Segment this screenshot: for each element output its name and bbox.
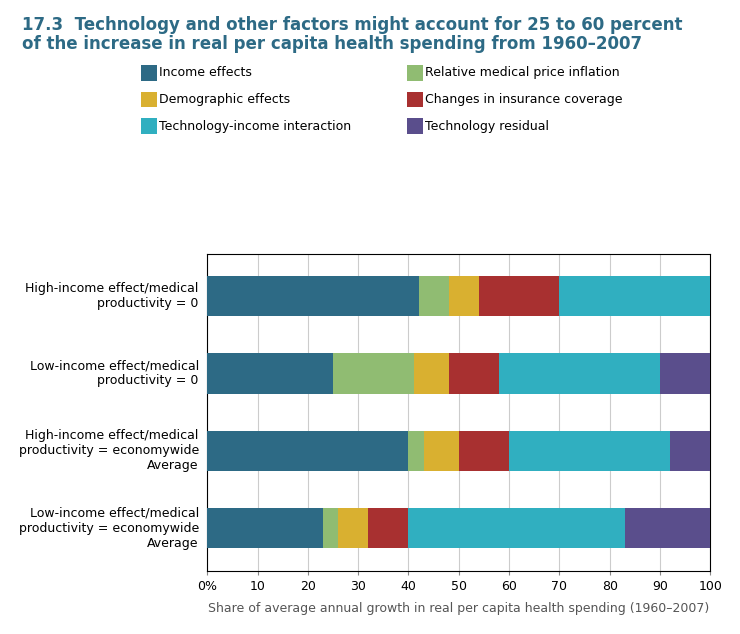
Bar — [423, 430, 459, 471]
Bar — [323, 508, 338, 548]
Text: Relative medical price inflation: Relative medical price inflation — [425, 67, 620, 79]
Bar — [660, 353, 710, 394]
Bar — [338, 508, 369, 548]
Text: 17.3  Technology and other factors might account for 25 to 60 percent: 17.3 Technology and other factors might … — [22, 16, 683, 34]
Bar — [408, 508, 625, 548]
Text: Share of average annual growth in real per capita health spending (1960–2007): Share of average annual growth in real p… — [208, 602, 710, 615]
Bar — [207, 353, 333, 394]
Bar — [414, 353, 448, 394]
Text: Technology residual: Technology residual — [425, 120, 550, 133]
Text: Demographic effects: Demographic effects — [159, 93, 290, 106]
Bar — [419, 276, 448, 316]
Bar — [509, 430, 670, 471]
Bar — [207, 430, 408, 471]
Text: Income effects: Income effects — [159, 67, 252, 79]
Bar — [207, 508, 323, 548]
Bar — [369, 508, 408, 548]
Bar — [670, 430, 710, 471]
Bar — [625, 508, 710, 548]
Text: Technology-income interaction: Technology-income interaction — [159, 120, 352, 133]
Text: of the increase in real per capita health spending from 1960–2007: of the increase in real per capita healt… — [22, 35, 642, 53]
Bar — [499, 353, 660, 394]
Bar — [408, 430, 423, 471]
Bar — [207, 276, 419, 316]
Bar — [559, 276, 710, 316]
Bar — [448, 353, 499, 394]
Bar — [448, 276, 479, 316]
Text: Changes in insurance coverage: Changes in insurance coverage — [425, 93, 623, 106]
Bar — [479, 276, 559, 316]
Bar — [459, 430, 509, 471]
Bar — [333, 353, 414, 394]
